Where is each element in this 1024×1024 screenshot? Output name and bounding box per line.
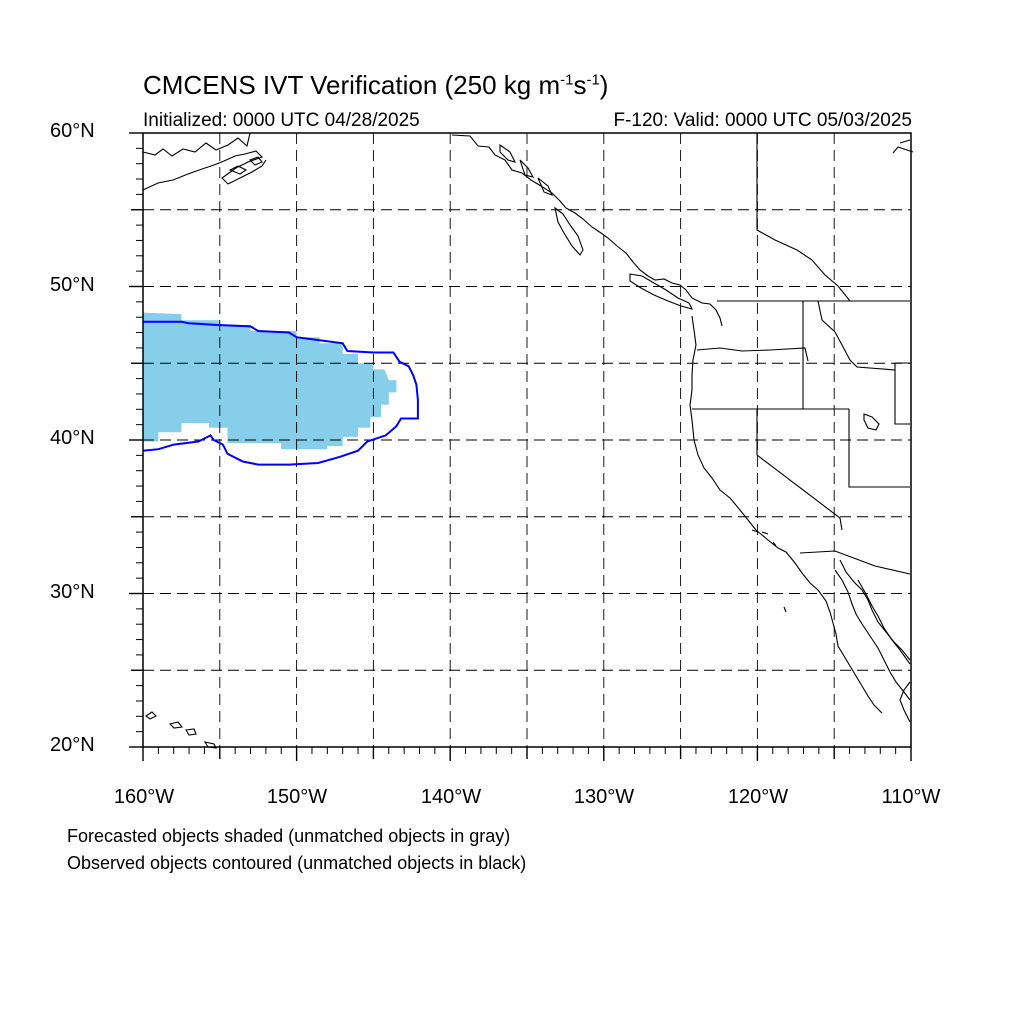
coastline-layer (142, 132, 914, 749)
forecast-object-shading (143, 312, 397, 450)
mexico-coastline (857, 579, 911, 723)
lat-label-40: 40°N (50, 427, 95, 449)
chart-title: CMCENS IVT Verification (250 kg m-1s-1) (143, 70, 609, 100)
channel-islands (751, 529, 787, 613)
wa-or-border (696, 347, 809, 362)
lakes (863, 139, 914, 431)
hawaii-islands (145, 711, 217, 749)
us-west-coastline (689, 315, 883, 714)
valid-time: F-120: Valid: 0000 UTC 05/03/2025 (613, 110, 912, 131)
lon-label-120w: 120°W (727, 786, 789, 808)
ca-nv-border (756, 409, 843, 531)
canada-border-north (756, 133, 851, 302)
alaska-coastline (142, 132, 267, 191)
forecast-object-layer (143, 312, 397, 450)
alaska-islands (228, 143, 554, 196)
lon-label-140w: 140°W (420, 786, 482, 808)
baja-east-coast (834, 569, 911, 701)
lat-label-60: 60°N (50, 120, 95, 142)
lon-label-110w: 110°W (881, 786, 941, 808)
bc-coastline (451, 134, 723, 327)
observed-object-contour (142, 320, 419, 466)
lon-label-150w: 150°W (266, 786, 328, 808)
lon-label-160w: 160°W (113, 786, 175, 808)
observed-object-layer (142, 320, 419, 466)
initialized-time: Initialized: 0000 UTC 04/28/2025 (143, 110, 420, 131)
gulf-california-west (839, 559, 911, 661)
wy-border (894, 370, 910, 425)
lat-label-50: 50°N (50, 274, 95, 296)
lat-label-30: 30°N (50, 581, 95, 603)
graticule-layer (143, 133, 911, 747)
axis-ticks (129, 132, 912, 761)
lon-label-130w: 130°W (573, 786, 635, 808)
vancouver-island (629, 273, 694, 310)
us-mexico-border (799, 550, 911, 575)
lat-label-20: 20°N (50, 734, 95, 756)
haida-gwaii (554, 206, 584, 256)
id-mt-border (817, 300, 910, 371)
observed-note: Observed objects contoured (unmatched ob… (67, 853, 527, 873)
nv-ut-border (848, 409, 910, 488)
forecast-note: Forecasted objects shaded (unmatched obj… (67, 826, 511, 846)
